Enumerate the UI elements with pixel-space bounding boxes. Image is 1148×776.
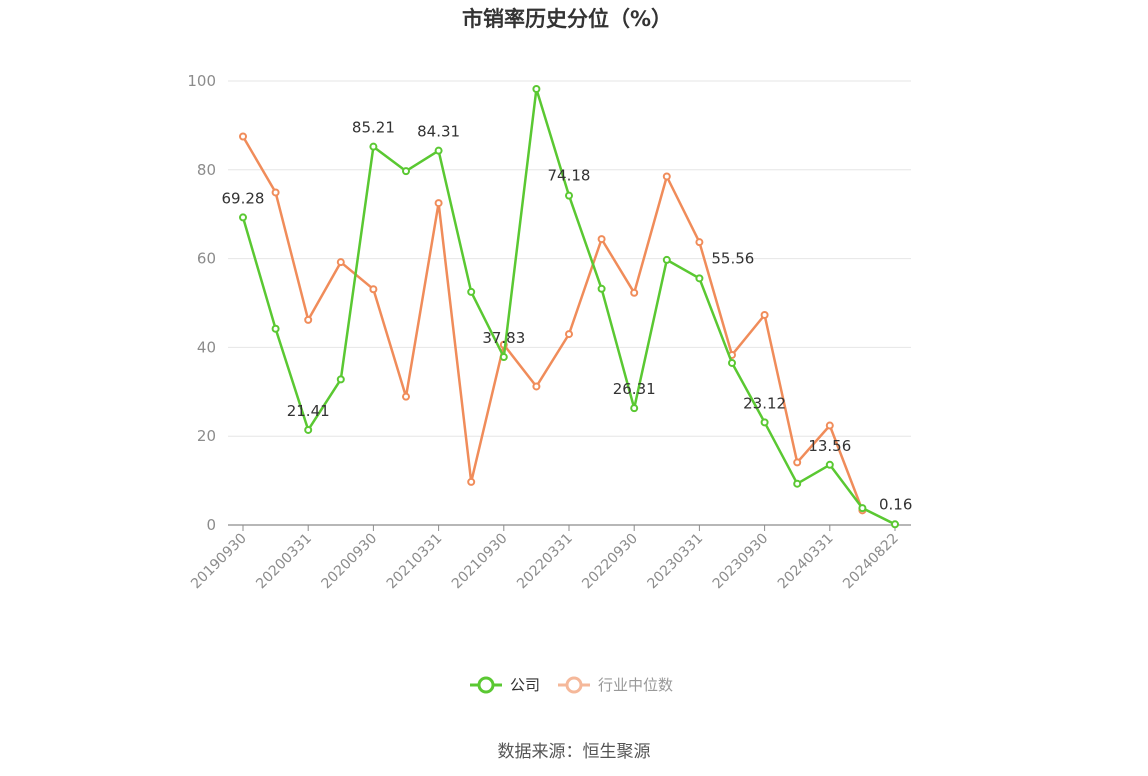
- data-point-1-1[interactable]: [271, 188, 280, 197]
- data-point-1-3[interactable]: [336, 258, 345, 267]
- data-point-0-7[interactable]: [467, 287, 476, 296]
- source-note: 数据来源：恒生聚源: [498, 742, 651, 762]
- legend-industry-label: 行业中位数: [598, 676, 673, 694]
- data-point-1-16[interactable]: [760, 310, 769, 319]
- data-point-0-15[interactable]: [728, 358, 736, 367]
- legend-company-marker: [477, 676, 495, 694]
- data-point-0-8[interactable]: [499, 353, 508, 362]
- data-point-0-12[interactable]: [630, 404, 639, 413]
- data-point-0-5[interactable]: [402, 167, 410, 176]
- y-axis-ticks: 0 20 40 60 80 100: [187, 72, 216, 534]
- data-point-0-19[interactable]: [858, 504, 867, 513]
- data-labels: 69.28 21.41 85.21 84.31 37.83 74.18 26.31 55.56…: [222, 119, 913, 514]
- x-tick-label: 20220930: [579, 531, 641, 593]
- y-tick-label: 0: [206, 516, 216, 534]
- data-point-1-12[interactable]: [630, 288, 639, 297]
- x-tick-label: 20220331: [514, 531, 576, 593]
- x-tick-label: 20240331: [775, 531, 837, 593]
- data-point-0-0[interactable]: [239, 213, 247, 222]
- data-point-1-0[interactable]: [239, 132, 247, 141]
- x-tick-label: 20240822: [840, 531, 902, 593]
- data-point-0-11[interactable]: [597, 284, 606, 293]
- legend: 公司 行业中位数: [470, 676, 673, 694]
- data-label: 0.16: [879, 495, 912, 513]
- x-tick-label: 20210930: [449, 531, 511, 593]
- x-tick-label: 20230331: [645, 531, 707, 593]
- x-tick-label: 20210331: [384, 531, 446, 593]
- data-point-0-18[interactable]: [825, 460, 834, 469]
- data-label: 74.18: [548, 167, 591, 185]
- data-label: 13.56: [808, 437, 851, 455]
- data-point-0-1[interactable]: [271, 324, 280, 333]
- data-point-0-17[interactable]: [793, 479, 802, 488]
- y-tick-label: 60: [197, 250, 216, 268]
- data-point-0-14[interactable]: [695, 274, 704, 283]
- data-label: 55.56: [711, 249, 754, 267]
- legend-company-label: 公司: [510, 676, 540, 694]
- data-point-0-20[interactable]: [891, 520, 899, 529]
- x-tick-label: 20200930: [319, 531, 381, 593]
- data-label: 85.21: [352, 119, 395, 137]
- data-label: 23.12: [743, 394, 786, 412]
- x-tick-label: 20190930: [188, 531, 250, 593]
- series-line-1: [241, 135, 864, 511]
- data-point-0-10[interactable]: [565, 191, 573, 200]
- data-point-0-4[interactable]: [369, 142, 378, 151]
- grid-lines: [228, 80, 911, 437]
- data-point-1-5[interactable]: [402, 392, 410, 401]
- x-tick-label: 20200331: [253, 531, 315, 593]
- data-point-1-18[interactable]: [825, 421, 834, 430]
- data-label: 21.41: [287, 402, 330, 420]
- y-tick-label: 20: [197, 427, 216, 445]
- data-point-0-2[interactable]: [304, 425, 313, 434]
- data-point-0-16[interactable]: [760, 418, 769, 427]
- x-tick-label: 20230930: [710, 531, 772, 593]
- legend-industry-marker: [565, 676, 583, 694]
- data-point-1-2[interactable]: [304, 315, 313, 324]
- data-point-1-17[interactable]: [793, 458, 802, 467]
- series-group: [239, 84, 899, 529]
- chart-title: 市销率历史分位（%）: [462, 7, 672, 31]
- data-label: 69.28: [222, 189, 265, 207]
- data-point-1-10[interactable]: [565, 330, 573, 339]
- data-point-0-6[interactable]: [434, 146, 443, 155]
- data-point-1-14[interactable]: [695, 238, 704, 247]
- data-point-1-11[interactable]: [597, 235, 606, 244]
- legend-item-industry[interactable]: 行业中位数: [558, 676, 673, 694]
- data-label: 26.31: [613, 380, 656, 398]
- data-point-0-13[interactable]: [662, 255, 671, 264]
- y-tick-label: 80: [197, 161, 216, 179]
- data-label: 37.83: [482, 329, 525, 347]
- data-point-0-3[interactable]: [336, 375, 345, 384]
- y-tick-label: 40: [197, 338, 216, 356]
- data-point-1-6[interactable]: [434, 199, 443, 208]
- x-axis: 20190930 20200331 20200930 20210331 20210930…: [188, 524, 911, 593]
- y-tick-label: 100: [187, 72, 216, 90]
- data-label: 84.31: [417, 123, 460, 141]
- data-point-0-9[interactable]: [532, 84, 541, 93]
- data-point-1-9[interactable]: [532, 382, 541, 391]
- data-point-1-7[interactable]: [467, 477, 476, 486]
- data-point-1-4[interactable]: [369, 285, 378, 294]
- data-point-1-13[interactable]: [662, 172, 671, 181]
- legend-item-company[interactable]: 公司: [470, 676, 540, 694]
